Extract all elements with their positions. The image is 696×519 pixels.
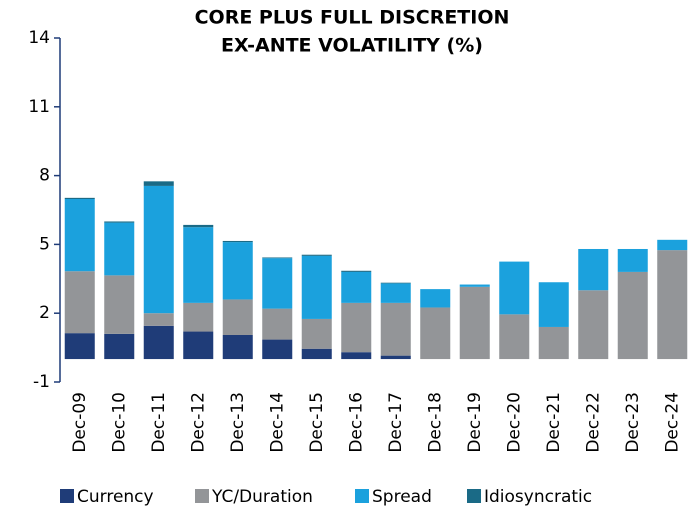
bar-segment: [64, 198, 95, 272]
x-tick-label: Dec-14: [267, 392, 287, 453]
bar-segment: [143, 185, 174, 314]
bar-segment: [617, 271, 648, 360]
bar-segment: [104, 221, 135, 223]
bar-segment: [262, 257, 293, 259]
y-tick-label: 5: [39, 234, 50, 254]
legend-label: Spread: [372, 487, 432, 507]
y-tick-label: 8: [39, 166, 50, 186]
bar-segment: [183, 302, 214, 332]
chart-title: CORE PLUS FULL DISCRETION: [195, 7, 510, 29]
x-tick-label: Dec-09: [70, 392, 90, 453]
bar-segment: [183, 331, 214, 360]
bar-segment: [578, 290, 609, 360]
legend-swatch: [355, 489, 369, 503]
bar-segment: [301, 348, 332, 360]
bar-segment: [341, 302, 372, 353]
x-tick-label: Dec-15: [307, 392, 327, 453]
bar-segment: [617, 248, 648, 272]
x-tick-label: Dec-22: [583, 392, 603, 453]
x-tick-label: Dec-13: [228, 392, 248, 453]
y-tick-label: 14: [28, 28, 50, 48]
bar-segment: [459, 286, 490, 360]
legend-swatch: [467, 489, 481, 503]
bar-segment: [538, 326, 569, 360]
bar-segment: [143, 325, 174, 360]
x-tick-label: Dec-24: [662, 392, 682, 453]
y-tick-label: 2: [39, 303, 50, 323]
bar-segment: [222, 299, 253, 335]
bar-segment: [222, 240, 253, 243]
bar-segment: [341, 271, 372, 303]
bar-segment: [657, 239, 688, 251]
x-tick-label: Dec-10: [109, 392, 129, 453]
bar-segment: [380, 282, 411, 284]
bar-segment: [104, 333, 135, 360]
bar-segment: [183, 227, 214, 303]
bar-segment: [380, 302, 411, 356]
bar-segment: [143, 181, 174, 186]
bar-segment: [64, 271, 95, 334]
x-tick-label: Dec-18: [425, 392, 445, 453]
bar-segment: [222, 242, 253, 300]
bar-segment: [341, 270, 372, 272]
bar-segment: [262, 258, 293, 309]
bar-segment: [657, 250, 688, 360]
bar-segment: [459, 284, 490, 287]
bar-segment: [301, 254, 332, 256]
bar-segment: [420, 307, 451, 360]
legend-swatch: [60, 489, 74, 503]
bar-segment: [499, 261, 530, 315]
y-tick-label: -1: [33, 372, 50, 392]
x-tick-label: Dec-16: [346, 392, 366, 453]
x-tick-label: Dec-21: [544, 392, 564, 453]
bar-segment: [499, 314, 530, 360]
bar-segment: [380, 283, 411, 303]
x-tick-label: Dec-23: [623, 392, 643, 453]
bar-segment: [222, 334, 253, 360]
bar-segment: [183, 224, 214, 228]
chart-title: EX-ANTE VOLATILITY (%): [221, 35, 483, 57]
bar-segment: [341, 352, 372, 360]
bar-segment: [301, 255, 332, 319]
x-tick-label: Dec-20: [504, 392, 524, 453]
bar-segment: [64, 197, 95, 199]
bar-segment: [420, 289, 451, 308]
legend-label: Idiosyncratic: [484, 487, 592, 507]
bar-segment: [262, 308, 293, 340]
x-tick-label: Dec-12: [188, 392, 208, 453]
bar-segment: [578, 248, 609, 291]
bar-segment: [301, 318, 332, 349]
legend-swatch: [195, 489, 209, 503]
bar-segment: [538, 282, 569, 327]
x-tick-label: Dec-19: [465, 392, 485, 453]
x-tick-label: Dec-17: [386, 392, 406, 453]
bar-segment: [380, 355, 411, 360]
bar-segment: [104, 275, 135, 334]
x-tick-label: Dec-11: [149, 392, 169, 453]
bar-segment: [64, 333, 95, 360]
legend-label: YC/Duration: [211, 487, 313, 507]
bar-segment: [104, 222, 135, 276]
bar-segment: [262, 339, 293, 360]
legend-label: Currency: [77, 487, 154, 507]
bar-segment: [143, 313, 174, 326]
y-tick-label: 11: [28, 97, 50, 117]
